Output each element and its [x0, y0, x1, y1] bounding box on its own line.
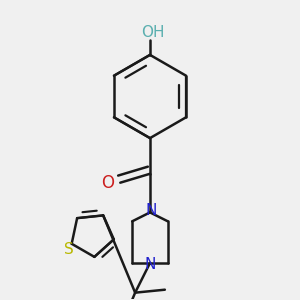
Text: N: N: [144, 257, 156, 272]
Text: S: S: [64, 242, 74, 257]
Text: N: N: [145, 203, 157, 218]
Text: OH: OH: [141, 25, 165, 40]
Text: O: O: [101, 174, 114, 192]
